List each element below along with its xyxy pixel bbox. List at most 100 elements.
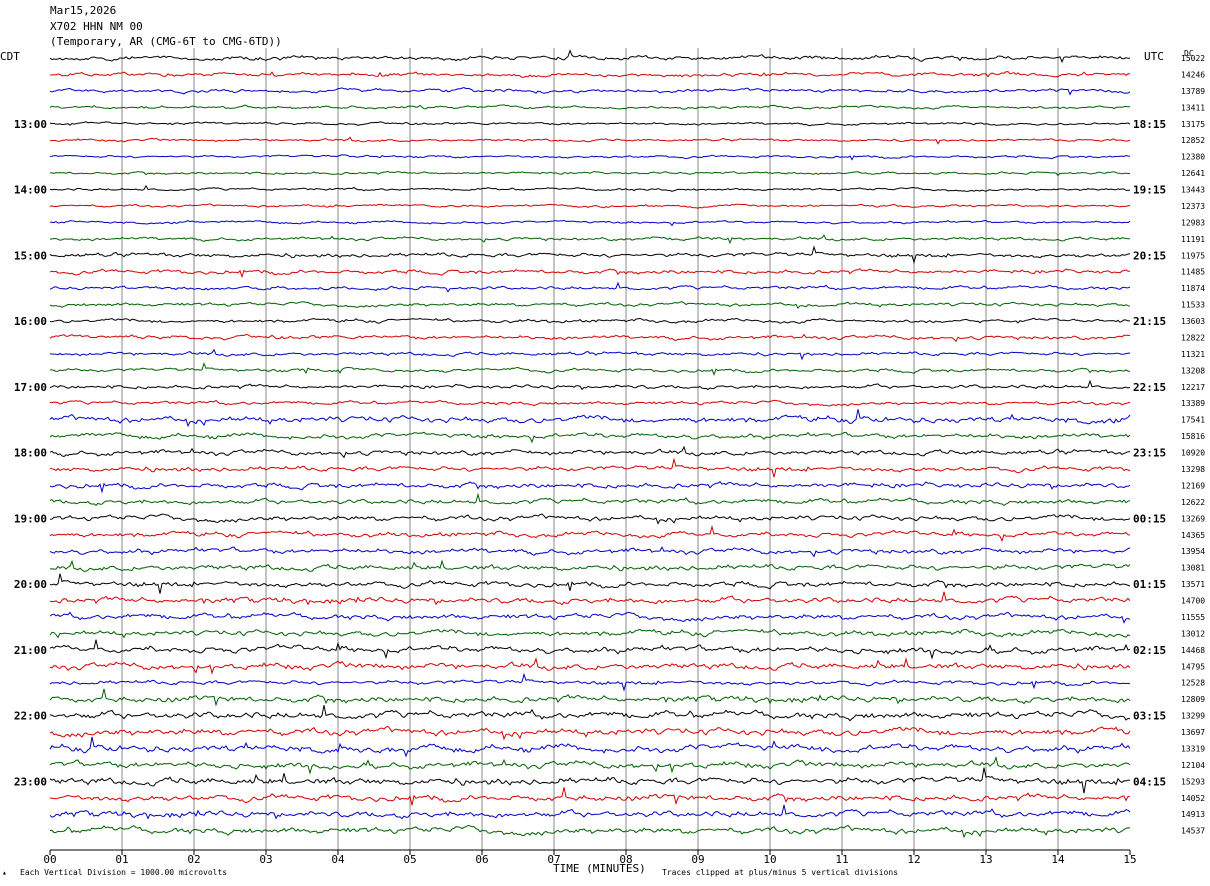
dc-offset-value: 11975 (1181, 251, 1205, 260)
x-tick-label: 15 (1123, 853, 1136, 866)
dc-offset-value: 11874 (1181, 284, 1205, 293)
trace-line (49, 379, 1131, 391)
dc-offset-labels: 15022 14246 13789 13411 13175 12852 12380 12641… (1181, 54, 1205, 836)
trace-line (50, 170, 1130, 177)
x-tick-label: 02 (187, 853, 200, 866)
trace-line (49, 628, 1131, 639)
trace-line (49, 203, 1131, 209)
dc-offset-value: 12622 (1181, 498, 1205, 507)
trace-line (49, 546, 1131, 558)
trace-line (49, 348, 1131, 361)
left-hour-label: 21:00 (14, 644, 47, 657)
x-tick-label: 12 (907, 853, 920, 866)
dc-column-label: DC (1184, 49, 1194, 58)
right-hour-label: 20:15 (1133, 249, 1166, 262)
trace-line (49, 824, 1131, 839)
trace-line (49, 611, 1131, 624)
dc-offset-value: 14913 (1181, 810, 1205, 819)
trace-line (49, 49, 1131, 64)
x-tick-label: 03 (259, 853, 272, 866)
x-tick-label: 05 (403, 853, 416, 866)
trace-line (49, 573, 1131, 594)
trace-line (49, 154, 1131, 161)
right-hour-label: 18:15 (1133, 118, 1166, 131)
dc-offset-value: 12528 (1181, 679, 1205, 688)
trace-line (49, 481, 1131, 494)
trace-line (49, 445, 1131, 459)
dc-offset-value: 12822 (1181, 333, 1205, 342)
dc-offset-value: 13789 (1181, 87, 1205, 96)
x-tick-label: 14 (1051, 853, 1065, 866)
right-timezone-label: UTC (1144, 50, 1164, 63)
dc-offset-value: 17541 (1181, 416, 1205, 425)
x-tick-label: 08 (619, 853, 632, 866)
footer-scale-note: Each Vertical Division = 1000.00 microvo… (20, 868, 228, 877)
trace-line (49, 787, 1131, 806)
dc-offset-value: 12380 (1181, 153, 1205, 162)
right-hour-label: 00:15 (1133, 512, 1166, 525)
trace-line (49, 656, 1131, 675)
footer-clip-note: Traces clipped at plus/minus 5 vertical … (662, 868, 899, 877)
trace-line (49, 736, 1131, 758)
trace-line (49, 281, 1131, 293)
trace-line (49, 245, 1131, 265)
trace-line (49, 525, 1131, 543)
dc-offset-value: 13697 (1181, 728, 1205, 737)
trace-line (49, 104, 1131, 110)
dc-offset-value: 15816 (1181, 432, 1205, 441)
x-tick-label: 09 (691, 853, 704, 866)
trace-line (49, 317, 1130, 324)
dc-offset-value: 11555 (1181, 613, 1205, 622)
dc-offset-value: 13269 (1181, 514, 1205, 523)
x-tick-label: 13 (979, 853, 992, 866)
x-tick-label: 06 (475, 853, 488, 866)
trace-line (49, 591, 1131, 606)
dc-offset-value: 12809 (1181, 695, 1205, 704)
header-network: (Temporary, AR (CMG-6T to CMG-6TD)) (50, 35, 282, 48)
x-axis: 00 01 02 03 04 05 06 07 08 09 10 11 12 13 14 15 (43, 849, 1137, 866)
trace-line (49, 431, 1131, 444)
trace-line (49, 71, 1131, 78)
dc-offset-value: 11485 (1181, 268, 1205, 277)
dc-offset-value: 11191 (1181, 235, 1205, 244)
trace-line (49, 301, 1131, 309)
dc-offset-value: 11533 (1181, 301, 1205, 310)
left-hour-label: 17:00 (14, 381, 47, 394)
dc-offset-value: 13208 (1181, 366, 1205, 375)
left-hour-label: 20:00 (14, 578, 47, 591)
right-hour-label: 04:15 (1133, 775, 1166, 788)
dc-offset-value: 14052 (1181, 794, 1205, 803)
dc-offset-value: 13081 (1181, 564, 1205, 573)
dc-offset-value: 13411 (1181, 103, 1205, 112)
dc-offset-value: 10920 (1181, 449, 1205, 458)
left-hour-label: 19:00 (14, 512, 47, 525)
dc-offset-value: 12983 (1181, 218, 1205, 227)
right-hour-label: 23:15 (1133, 447, 1166, 460)
x-tick-label: 11 (835, 853, 848, 866)
dc-offset-value: 14700 (1181, 597, 1205, 606)
dc-offset-value: 12852 (1181, 136, 1205, 145)
dc-offset-value: 13389 (1181, 399, 1205, 408)
trace-line (49, 725, 1131, 741)
dc-offset-value: 14246 (1181, 70, 1205, 79)
dc-offset-value: 13319 (1181, 744, 1205, 753)
left-hour-label: 18:00 (14, 447, 47, 460)
dc-offset-value: 12373 (1181, 202, 1205, 211)
dc-offset-value: 13954 (1181, 547, 1205, 556)
dc-offset-value: 15293 (1181, 777, 1205, 786)
dc-offset-value: 12641 (1181, 169, 1205, 178)
dc-offset-value: 13603 (1181, 317, 1205, 326)
seismic-traces (49, 49, 1131, 839)
x-axis-title: TIME (MINUTES) (553, 862, 646, 875)
left-timezone-label: CDT (0, 50, 20, 63)
trace-line (49, 333, 1131, 343)
trace-line (49, 672, 1131, 692)
left-hour-label: 15:00 (14, 249, 47, 262)
trace-line (49, 399, 1131, 407)
left-hour-label: 13:00 (14, 118, 47, 131)
trace-line (50, 136, 1131, 145)
dc-offset-value: 12104 (1181, 761, 1205, 770)
hour-labels: 13:00 14:00 15:00 16:00 17:00 18:00 19:00 20:00… (14, 118, 1166, 789)
trace-line (49, 457, 1131, 478)
footer-logo-mark: ▴ (2, 868, 7, 877)
